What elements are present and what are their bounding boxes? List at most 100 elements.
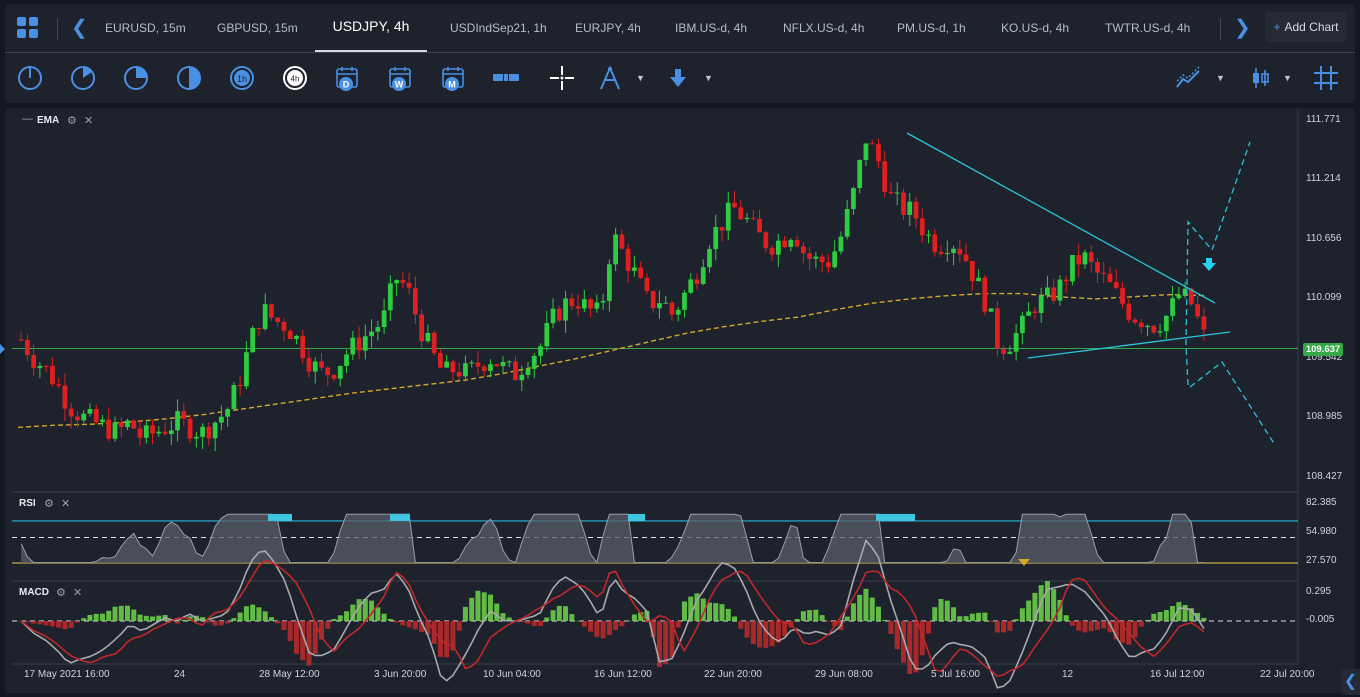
settings-icon[interactable]: ⚙ xyxy=(56,587,66,599)
dropdown-caret-icon[interactable]: ▼ xyxy=(1283,73,1292,83)
macd-histogram-bar xyxy=(74,621,80,623)
candle-body xyxy=(463,363,468,377)
tab-usdjpy-4h[interactable]: USDJPY, 4h xyxy=(315,4,427,52)
candle-body xyxy=(807,253,813,259)
close-icon[interactable]: ✕ xyxy=(84,115,94,127)
timeframe-1h-icon[interactable]: 1h xyxy=(229,65,255,91)
arrow-down-icon[interactable] xyxy=(665,65,691,91)
candle-body xyxy=(650,291,656,309)
macd-histogram-bar xyxy=(400,621,406,626)
candle-body xyxy=(694,279,700,284)
layout-grid-icon[interactable] xyxy=(17,17,39,39)
macd-histogram-bar xyxy=(1145,619,1151,621)
candle-body xyxy=(913,201,919,219)
grid-icon[interactable] xyxy=(1313,65,1339,91)
candle-body xyxy=(1001,348,1006,354)
settings-icon[interactable]: ⚙ xyxy=(67,115,77,127)
calendar-day-icon[interactable]: D xyxy=(335,65,361,91)
candle-body xyxy=(1020,315,1025,334)
candle-body xyxy=(219,416,224,423)
indicators-icon[interactable] xyxy=(1175,65,1201,91)
bar-chart-icon[interactable] xyxy=(493,65,519,91)
macd-histogram-bar xyxy=(700,598,706,621)
calendar-month-icon[interactable]: M xyxy=(441,65,467,91)
candle-body xyxy=(944,253,950,255)
macd-histogram-bar xyxy=(1076,621,1082,631)
macd-histogram-bar xyxy=(287,621,293,641)
tab-nflx-us-d-4h[interactable]: NFLX.US-d, 4h xyxy=(783,21,865,35)
candle-body xyxy=(1182,288,1188,296)
candle-body xyxy=(1101,272,1107,274)
candle-body xyxy=(1170,298,1175,316)
tab-ibm-us-d-4h[interactable]: IBM.US-d, 4h xyxy=(675,21,748,35)
timeframe-4-icon[interactable] xyxy=(176,65,202,91)
tab-pm-us-d-1h[interactable]: PM.US-d, 1h xyxy=(897,21,966,35)
tab-ko-us-d-4h[interactable]: KO.US-d, 4h xyxy=(1001,21,1070,35)
candle-body xyxy=(1188,288,1194,305)
timeframe-2-icon[interactable] xyxy=(70,65,96,91)
dropdown-caret-icon[interactable]: ▼ xyxy=(636,73,645,83)
macd-histogram-bar xyxy=(137,614,143,621)
tab-gbpusd-15m[interactable]: GBPUSD, 15m xyxy=(217,21,298,35)
macd-histogram-bar xyxy=(231,618,237,621)
collapse-icon[interactable]: — xyxy=(22,113,33,125)
macd-histogram-bar xyxy=(832,621,838,627)
macd-histogram-bar xyxy=(319,621,325,640)
tab-usdindsep21-1h[interactable]: USDIndSep21, 1h xyxy=(450,21,547,35)
dropdown-caret-icon[interactable]: ▼ xyxy=(704,73,713,83)
rsi-axis-label: 82.385 xyxy=(1306,497,1337,508)
macd-histogram-bar xyxy=(369,600,375,621)
tabs-scroll-left-icon[interactable]: ❮ xyxy=(71,17,88,39)
tabs-scroll-right-icon[interactable]: ❯ xyxy=(1234,17,1251,39)
divider xyxy=(57,18,58,40)
macd-histogram-bar xyxy=(907,621,913,675)
timeframe-3-icon[interactable] xyxy=(123,65,149,91)
macd-histogram-bar xyxy=(175,621,181,624)
candle-body xyxy=(256,327,262,329)
candle-body xyxy=(500,361,506,367)
candle-body xyxy=(450,361,456,373)
candle-body xyxy=(275,317,281,322)
macd-histogram-bar xyxy=(444,621,450,658)
price-marker-left xyxy=(0,344,5,354)
macd-histogram-bar xyxy=(750,621,756,645)
macd-histogram-bar xyxy=(819,615,825,621)
add-chart-button[interactable]: + Add Chart xyxy=(1265,12,1347,42)
macd-histogram-bar xyxy=(150,616,156,621)
candle-body xyxy=(594,302,600,309)
calendar-week-icon[interactable]: W xyxy=(388,65,414,91)
collapse-panel-button[interactable]: ❮ xyxy=(1341,669,1360,695)
rsi-area xyxy=(21,514,1204,563)
candle-body xyxy=(613,234,619,265)
macd-histogram-bar xyxy=(613,621,619,631)
candle-body xyxy=(663,302,669,304)
drawing-tools-icon[interactable] xyxy=(597,65,623,91)
chart-type-icon[interactable] xyxy=(1247,65,1273,91)
close-icon[interactable]: ✕ xyxy=(61,498,71,510)
candle-body xyxy=(62,385,68,409)
candle-body xyxy=(481,366,487,371)
crosshair-icon[interactable] xyxy=(549,65,575,91)
dropdown-caret-icon[interactable]: ▼ xyxy=(1216,73,1225,83)
tab-twtr-us-d-4h[interactable]: TWTR.US-d, 4h xyxy=(1105,21,1191,35)
rsi-axis-label: 27.570 xyxy=(1306,555,1337,566)
chart-container[interactable] xyxy=(5,108,1355,693)
candle-body xyxy=(362,336,368,351)
candle-body xyxy=(37,365,43,369)
macd-histogram-bar xyxy=(563,606,569,621)
projection-up-line xyxy=(1185,141,1251,386)
settings-icon[interactable]: ⚙ xyxy=(44,498,54,510)
timeframe-1-icon[interactable] xyxy=(17,65,43,91)
candle-body xyxy=(1132,319,1138,323)
timeframe-4h-icon[interactable]: 4h xyxy=(282,65,308,91)
macd-panel-label: MACD xyxy=(19,587,49,598)
macd-histogram-bar xyxy=(62,621,68,630)
macd-histogram-bar xyxy=(1001,621,1007,633)
macd-histogram-bar xyxy=(850,603,856,621)
macd-histogram-bar xyxy=(744,621,750,638)
close-icon[interactable]: ✕ xyxy=(73,587,83,599)
macd-histogram-bar xyxy=(857,594,863,621)
tab-eurusd-15m[interactable]: EURUSD, 15m xyxy=(105,21,186,35)
tab-eurjpy-4h[interactable]: EURJPY, 4h xyxy=(575,21,641,35)
